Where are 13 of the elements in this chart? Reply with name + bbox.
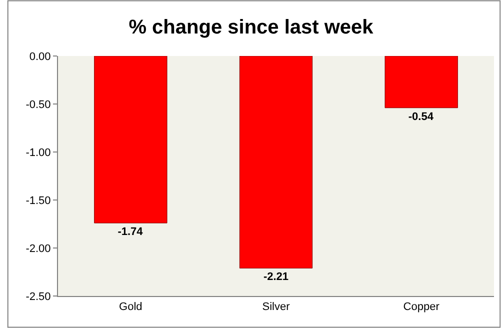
y-tick-label: -2.00 (26, 242, 51, 255)
x-tick-label: Gold (119, 301, 142, 314)
data-label: -0.54 (408, 110, 434, 123)
data-label: -1.74 (118, 226, 144, 238)
y-tick-label: -1.00 (26, 146, 51, 159)
x-tick-label: Copper (403, 301, 440, 314)
y-tick-label: -0.50 (26, 98, 51, 111)
x-tick-label: Silver (262, 301, 290, 314)
chart-title: % change since last week (128, 16, 374, 39)
y-tick-label: -2.50 (26, 290, 51, 303)
y-tick-label: 0.00 (29, 50, 51, 63)
y-tick-label: -1.50 (26, 194, 51, 207)
data-label: -2.21 (263, 271, 289, 284)
